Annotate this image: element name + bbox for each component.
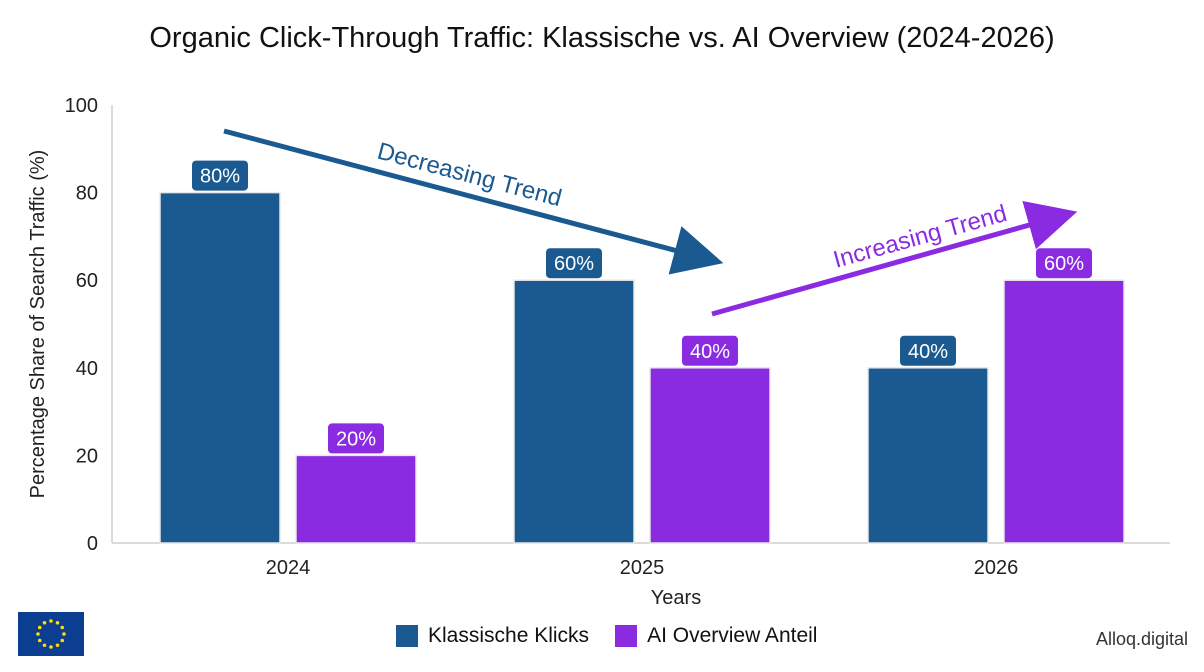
y-tick-label: 0: [87, 533, 98, 555]
data-label: 60%: [1044, 253, 1084, 275]
data-label: 60%: [554, 253, 594, 275]
legend-label-ai-overview: AI Overview Anteil: [647, 624, 818, 647]
data-label-badge: [192, 160, 248, 191]
legend-swatch-klassische: [396, 625, 418, 647]
eu-star-icon: [55, 643, 60, 648]
eu-star-icon: [62, 632, 66, 636]
bar: [159, 191, 281, 544]
x-axis-label: Years: [651, 587, 701, 609]
data-label-badge: [1036, 248, 1092, 279]
legend-item-ai-overview: AI Overview Anteil: [615, 624, 817, 648]
watermark: Alloq.digital: [1095, 629, 1188, 649]
x-tick-label: 2025: [620, 557, 665, 579]
y-tick-label: 100: [65, 95, 98, 117]
bar: [1003, 279, 1125, 544]
decreasing-trend-arrow: [223, 128, 724, 275]
y-tick-label: 60: [76, 270, 98, 292]
x-tick-label: 2024: [266, 557, 311, 579]
legend-label-klassische: Klassische Klicks: [428, 624, 590, 647]
x-tick-label: 2026: [974, 557, 1019, 579]
data-label: 40%: [690, 341, 730, 363]
eu-star-icon: [60, 625, 65, 630]
chart-title: Organic Click-Through Traffic: Klassisch…: [149, 22, 1055, 54]
eu-star-icon: [60, 638, 65, 643]
eu-star-icon: [49, 619, 53, 623]
eu-star-icon: [49, 645, 53, 649]
data-label: 20%: [336, 428, 376, 450]
data-label-badge: [900, 335, 956, 366]
bar: [295, 454, 417, 544]
eu-star-icon: [42, 643, 47, 648]
eu-star-icon: [37, 625, 42, 630]
y-tick-label: 20: [76, 445, 98, 467]
data-label: 40%: [908, 341, 948, 363]
y-tick-label: 80: [76, 183, 98, 205]
eu-flag-icon: [18, 612, 84, 656]
data-label-badge: [682, 335, 738, 366]
decreasing-trend-label: Decreasing Trend: [374, 138, 564, 212]
legend-item-klassische: Klassische Klicks: [396, 624, 589, 648]
y-tick-label: 40: [76, 358, 98, 380]
eu-star-icon: [36, 632, 40, 636]
increasing-trend-arrow: [711, 201, 1078, 317]
eu-star-icon: [37, 638, 42, 643]
data-label-badge: [328, 423, 384, 454]
eu-star-icon: [55, 620, 60, 625]
data-label-badge: [546, 248, 602, 279]
legend-swatch-ai-overview: [615, 625, 638, 647]
y-axis-label: Percentage Share of Search Traffic (%): [27, 150, 49, 499]
bar: [867, 367, 989, 544]
bar: [649, 367, 771, 544]
eu-star-icon: [42, 620, 47, 625]
legend: Klassische Klicks AI Overview Anteil: [396, 624, 843, 648]
bar: [513, 279, 635, 544]
data-label: 80%: [200, 166, 240, 188]
